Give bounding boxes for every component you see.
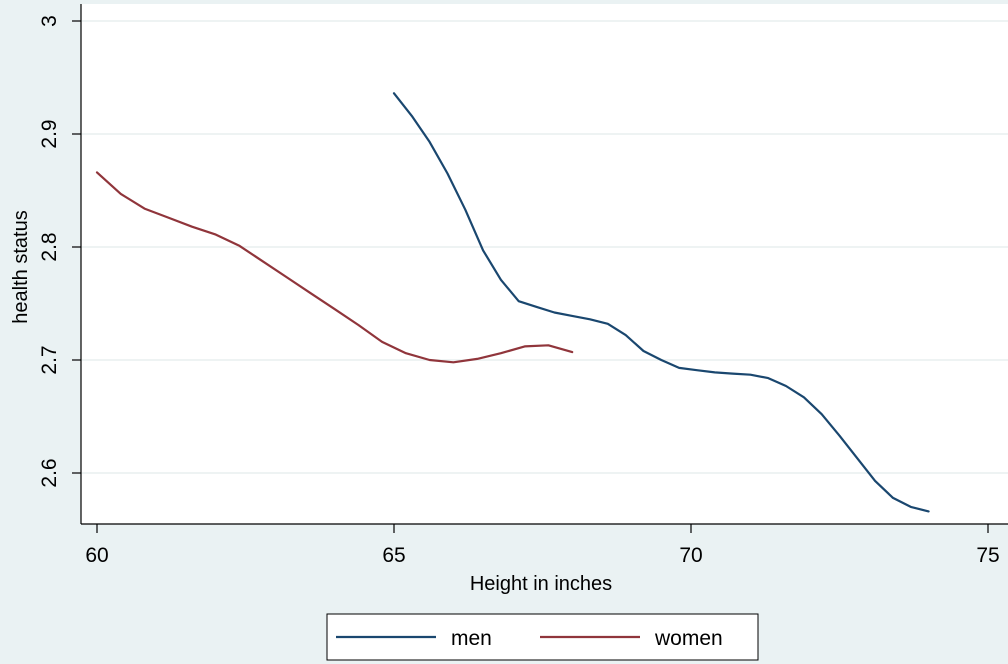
- x-tick-label: 75: [976, 544, 999, 567]
- y-tick-label: 2.7: [38, 345, 61, 374]
- y-ticks: 2.6 2.7 2.8 2.9 3: [38, 15, 81, 488]
- plot-area: [81, 4, 1008, 524]
- x-axis-title: Height in inches: [470, 573, 612, 595]
- x-tick-label: 60: [85, 544, 108, 567]
- series-line-women: [95, 171, 574, 364]
- y-tick-label: 2.9: [38, 119, 61, 148]
- legend-label-women: women: [654, 627, 723, 650]
- y-tick-label: 2.6: [38, 458, 61, 487]
- legend: men women: [326, 613, 759, 661]
- series-group: [95, 92, 930, 513]
- legend-label-men: men: [451, 627, 492, 650]
- grid: [81, 20, 1008, 474]
- series-line-men: [392, 92, 930, 513]
- x-ticks: 60 65 70 75: [85, 524, 1000, 567]
- x-tick-label: 65: [382, 544, 405, 567]
- y-tick-label: 2.8: [38, 232, 61, 261]
- y-axis-title: health status: [10, 210, 32, 323]
- x-tick-label: 70: [679, 544, 702, 567]
- y-tick-label: 3: [38, 15, 61, 27]
